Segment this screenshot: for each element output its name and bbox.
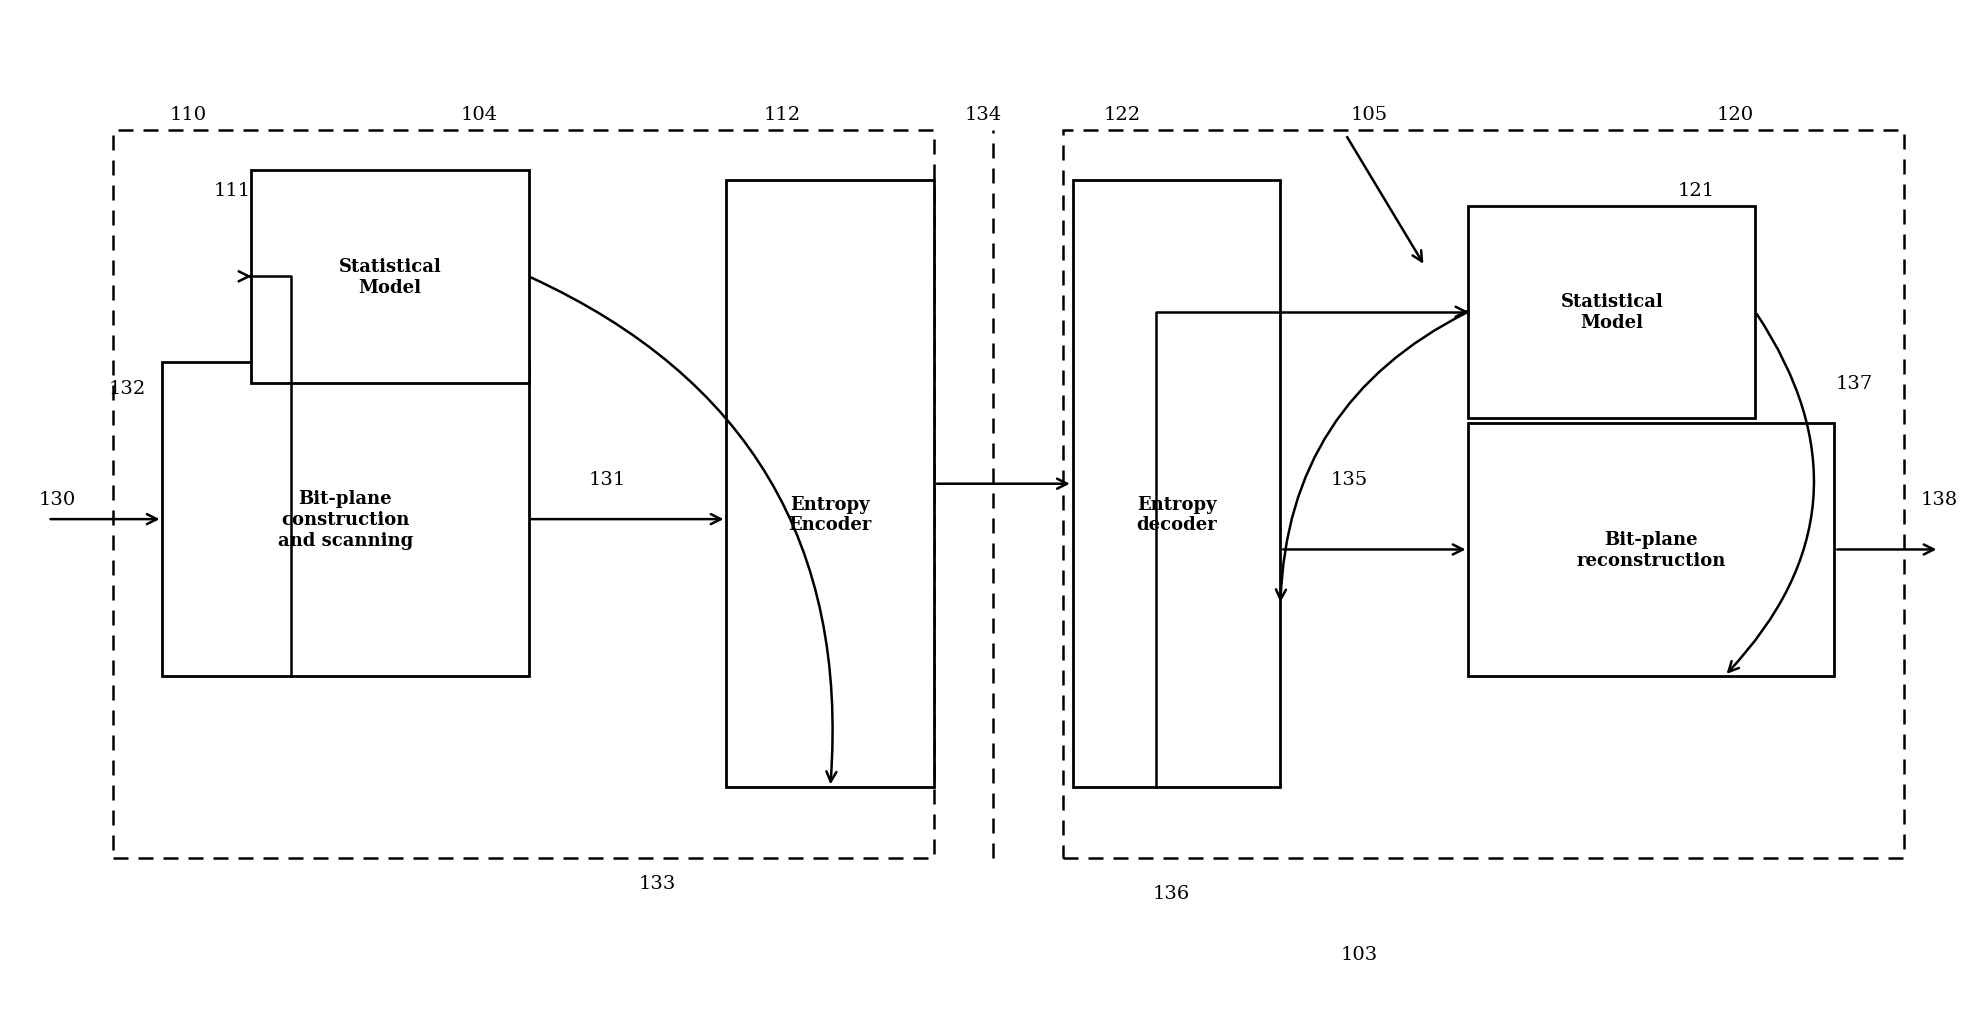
Bar <box>252 171 529 383</box>
Bar <box>1468 206 1755 419</box>
Bar <box>113 130 934 858</box>
Text: Statistical
Model: Statistical Model <box>338 258 441 297</box>
Text: 136: 136 <box>1152 884 1190 903</box>
Text: 121: 121 <box>1677 182 1715 200</box>
Text: 122: 122 <box>1103 106 1141 124</box>
Text: 110: 110 <box>169 106 207 124</box>
Text: 131: 131 <box>588 470 626 488</box>
Bar <box>1073 181 1280 788</box>
Text: Entropy
Encoder: Entropy Encoder <box>789 495 872 534</box>
Text: Entropy
decoder: Entropy decoder <box>1137 495 1216 534</box>
Text: 135: 135 <box>1331 470 1369 488</box>
Text: 103: 103 <box>1341 946 1379 963</box>
Text: 132: 132 <box>107 379 145 397</box>
Text: 133: 133 <box>638 874 676 893</box>
Text: 105: 105 <box>1351 106 1389 124</box>
Bar <box>163 363 529 677</box>
Text: Bit-plane
construction
and scanning: Bit-plane construction and scanning <box>278 490 413 549</box>
Text: 137: 137 <box>1836 374 1874 392</box>
Text: 120: 120 <box>1717 106 1755 124</box>
Text: 112: 112 <box>763 106 801 124</box>
Text: 134: 134 <box>966 106 1001 124</box>
Text: 130: 130 <box>40 490 76 508</box>
Text: 104: 104 <box>461 106 497 124</box>
Text: Bit-plane
reconstruction: Bit-plane reconstruction <box>1578 531 1727 570</box>
Bar <box>1063 130 1904 858</box>
Text: Statistical
Model: Statistical Model <box>1560 293 1663 332</box>
Bar <box>727 181 934 788</box>
Text: 138: 138 <box>1921 490 1957 508</box>
Text: 111: 111 <box>213 182 250 200</box>
Bar <box>1468 424 1834 677</box>
